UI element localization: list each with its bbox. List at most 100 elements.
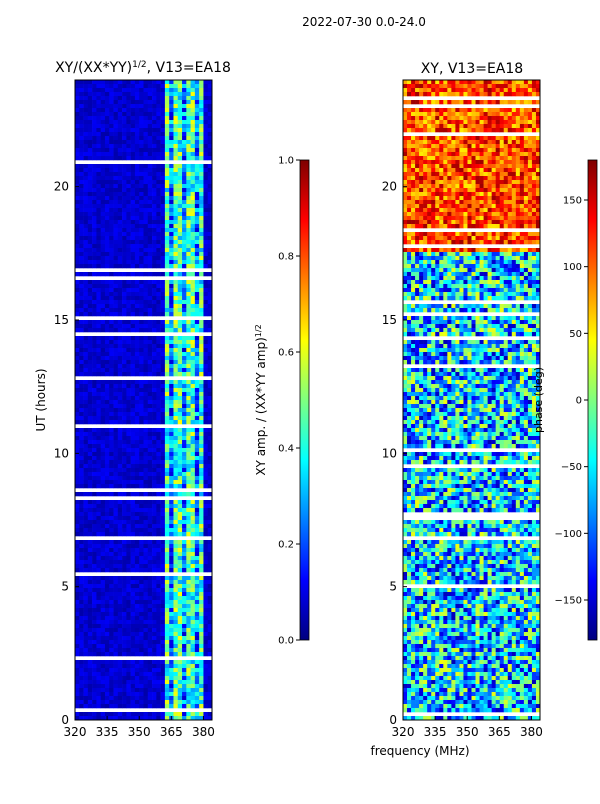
left-heatmap-cell [165, 136, 170, 140]
left-heatmap-cell [191, 284, 196, 288]
left-heatmap-cell [144, 484, 149, 488]
left-heatmap-cell [161, 164, 166, 168]
left-heatmap-cell [126, 96, 131, 100]
left-heatmap-cell [182, 544, 187, 548]
left-heatmap-cell [173, 400, 178, 404]
left-heatmap-cell [122, 328, 127, 332]
left-heatmap-cell [79, 228, 84, 232]
left-heatmap-cell [126, 596, 131, 600]
left-heatmap-cell [148, 568, 153, 572]
left-heatmap-cell [92, 512, 97, 516]
left-heatmap-cell [114, 444, 119, 448]
left-heatmap-cell [144, 192, 149, 196]
left-heatmap-cell [79, 116, 84, 120]
left-heatmap-cell [75, 236, 80, 240]
left-heatmap-cell [101, 696, 106, 700]
left-heatmap-cell [169, 544, 174, 548]
left-heatmap-cell [144, 136, 149, 140]
left-heatmap-cell [152, 128, 157, 132]
left-heatmap-cell [203, 600, 208, 604]
left-heatmap-cell [203, 188, 208, 192]
left-heatmap-cell [156, 512, 161, 516]
left-heatmap-cell [182, 684, 187, 688]
right-heatmap-cell [451, 100, 455, 104]
left-heatmap-cell [79, 396, 84, 400]
left-heatmap-cell [148, 380, 153, 384]
left-heatmap-cell [79, 620, 84, 624]
left-heatmap-cell [109, 380, 114, 384]
left-heatmap-cell [178, 300, 183, 304]
left-heatmap-cell [75, 248, 80, 252]
left-heatmap-cell [161, 680, 166, 684]
left-heatmap-cell [173, 300, 178, 304]
left-heatmap-cell [199, 608, 204, 612]
left-heatmap-cell [173, 476, 178, 480]
left-heatmap-cell [203, 256, 208, 260]
left-heatmap-cell [169, 404, 174, 408]
left-heatmap-cell [92, 260, 97, 264]
left-heatmap-cell [169, 212, 174, 216]
left-heatmap-cell [165, 140, 170, 144]
left-heatmap-cell [135, 140, 140, 144]
left-heatmap-cell [118, 88, 123, 92]
left-heatmap-cell [152, 616, 157, 620]
left-heatmap-cell [182, 188, 187, 192]
right-heatmap-cell [504, 80, 508, 84]
left-heatmap-cell [101, 620, 106, 624]
left-heatmap-cell [126, 228, 131, 232]
left-heatmap-cell [199, 304, 204, 308]
left-heatmap-cell [173, 528, 178, 532]
right-heatmap-cell [447, 80, 451, 84]
left-heatmap-cell [191, 632, 196, 636]
left-heatmap-cell [152, 304, 157, 308]
left-heatmap-cell [101, 644, 106, 648]
left-heatmap-cell [118, 520, 123, 524]
left-heatmap-cell [75, 264, 80, 268]
left-heatmap-cell [75, 608, 80, 612]
left-heatmap-cell [156, 616, 161, 620]
left-heatmap-cell [178, 668, 183, 672]
left-heatmap-cell [79, 436, 84, 440]
left-heatmap-cell [144, 296, 149, 300]
left-heatmap-cell [131, 112, 136, 116]
left-heatmap-cell [131, 392, 136, 396]
left-heatmap-cell [105, 672, 110, 676]
left-heatmap-cell [148, 600, 153, 604]
left-heatmap-cell [122, 144, 127, 148]
left-heatmap-cell [199, 584, 204, 588]
left-heatmap-cell [92, 500, 97, 504]
left-heatmap-cell [144, 360, 149, 364]
left-heatmap-cell [118, 220, 123, 224]
left-heatmap-cell [199, 540, 204, 544]
left-heatmap-cell [75, 372, 80, 376]
right-heatmap-cell [472, 100, 476, 104]
left-heatmap-cell [131, 300, 136, 304]
left-heatmap-cell [131, 596, 136, 600]
left-heatmap-cell [165, 296, 170, 300]
left-heatmap-cell [148, 340, 153, 344]
left-heatmap-cell [203, 692, 208, 696]
left-heatmap-cell [173, 192, 178, 196]
left-heatmap-cell [182, 136, 187, 140]
left-heatmap-cell [84, 544, 89, 548]
left-heatmap-cell [203, 476, 208, 480]
left-heatmap-cell [169, 636, 174, 640]
left-heatmap-cell [92, 688, 97, 692]
left-heatmap-cell [88, 576, 93, 580]
left-heatmap-cell [139, 552, 144, 556]
left-heatmap-cell [139, 200, 144, 204]
left-heatmap-cell [178, 180, 183, 184]
right-heatmap-cell [520, 84, 524, 88]
left-heatmap-cell [191, 628, 196, 632]
left-heatmap-cell [79, 280, 84, 284]
left-heatmap-cell [161, 252, 166, 256]
left-heatmap-cell [101, 688, 106, 692]
left-heatmap-cell [195, 512, 200, 516]
right-heatmap-cell [496, 100, 500, 104]
left-heatmap-cell [75, 392, 80, 396]
left-heatmap-cell [109, 216, 114, 220]
left-heatmap-cell [114, 196, 119, 200]
left-heatmap-cell [178, 184, 183, 188]
left-heatmap-cell [126, 220, 131, 224]
left-colorbar-tick-label: 1.0 [278, 156, 294, 167]
